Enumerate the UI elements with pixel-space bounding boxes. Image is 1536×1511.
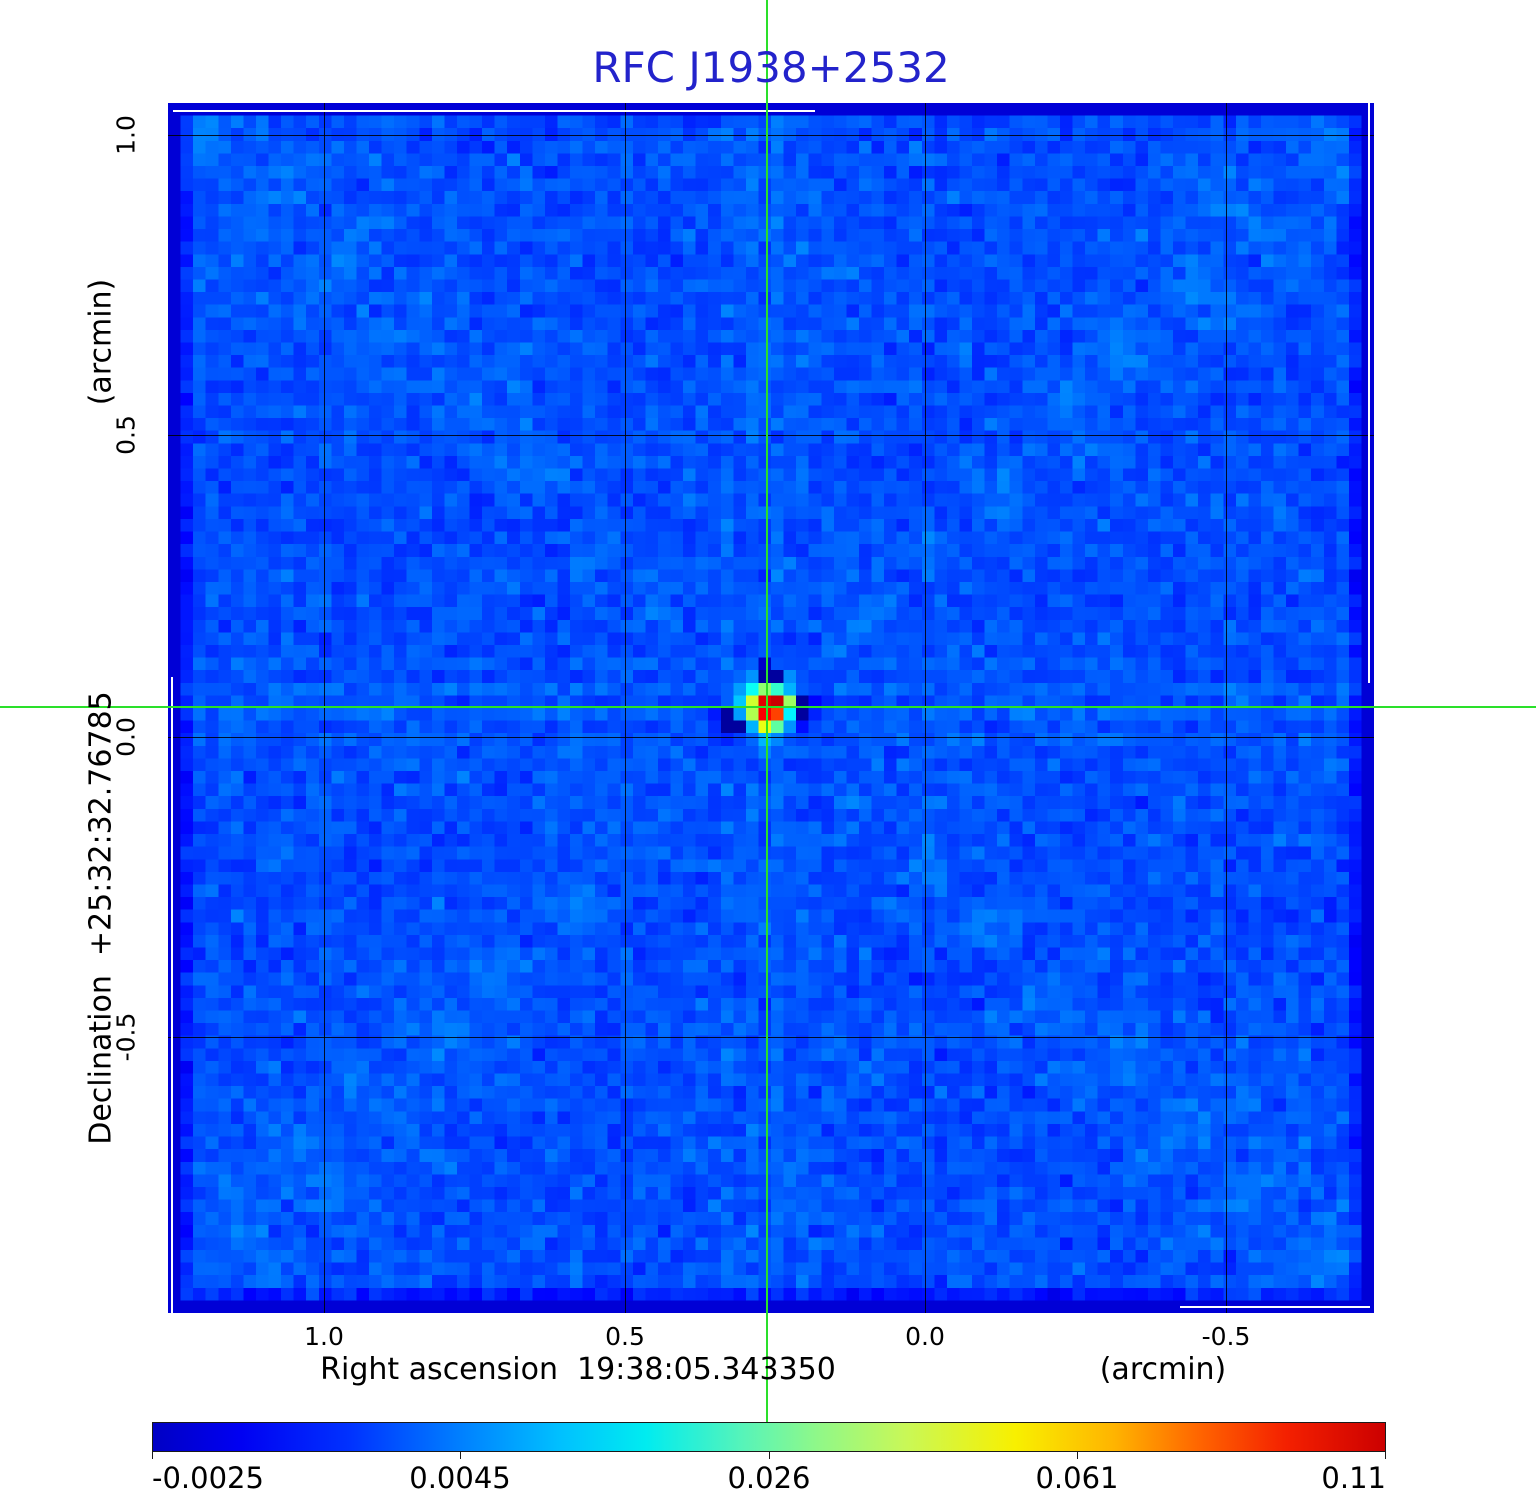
render-artifact-line-bottom [1180,1306,1370,1308]
render-artifact-line-left [171,677,173,1313]
sky-map-plot-area [168,103,1374,1313]
render-artifact-line-right [1368,103,1370,683]
colorbar-label-0.0045: 0.0045 [409,1461,511,1495]
y-axis-title: Declination +25:32:32.76785 [83,691,119,1145]
grid-line-dec-1.0 [168,135,1374,136]
colorbar-label--0.0025: -0.0025 [152,1461,264,1495]
colorbar-tick-2 [769,1452,770,1459]
grid-line-dec-0.5 [168,435,1374,436]
grid-line-ra-0.5 [625,103,626,1313]
y-tick-label-1.0: 1.0 [111,115,141,155]
x-tick-label-0.0: 0.0 [905,1322,945,1351]
crosshair-horizontal-line [0,706,1536,708]
crosshair-vertical-line [766,0,768,1422]
colorbar-tick-1 [460,1452,461,1459]
grid-line-ra--0.5 [1226,103,1227,1313]
y-tick-label-0.5: 0.5 [111,415,141,455]
x-axis-title: Right ascension 19:38:05.343350 [320,1352,836,1387]
y-axis-unit-label: (arcmin) [83,278,119,406]
colorbar-label-0.061: 0.061 [1035,1461,1119,1495]
sky-map-canvas [168,103,1374,1313]
render-artifact-line-top [173,110,815,112]
x-tick-label-0.5: 0.5 [605,1322,645,1351]
colorbar-label-0.11: 0.11 [1321,1461,1386,1495]
colorbar-label-0.026: 0.026 [727,1461,811,1495]
colorbar-tick-4 [1385,1452,1386,1459]
grid-line-ra-0.0 [925,103,926,1313]
grid-line-dec--0.5 [168,1037,1374,1038]
x-tick-label--0.5: -0.5 [1201,1322,1251,1351]
figure-title: RFC J1938+2532 [592,43,950,92]
y-tick-label-0.0: 0.0 [111,717,141,757]
grid-line-dec-0.0 [168,737,1374,738]
x-axis-unit-label: (arcmin) [1099,1352,1227,1387]
x-tick-label-1.0: 1.0 [304,1322,344,1351]
y-tick-label--0.5: -0.5 [111,1012,141,1062]
colorbar-tick-3 [1077,1452,1078,1459]
colorbar-gradient [152,1422,1386,1452]
colorbar-tick-0 [152,1452,153,1459]
grid-line-ra-1.0 [324,103,325,1313]
